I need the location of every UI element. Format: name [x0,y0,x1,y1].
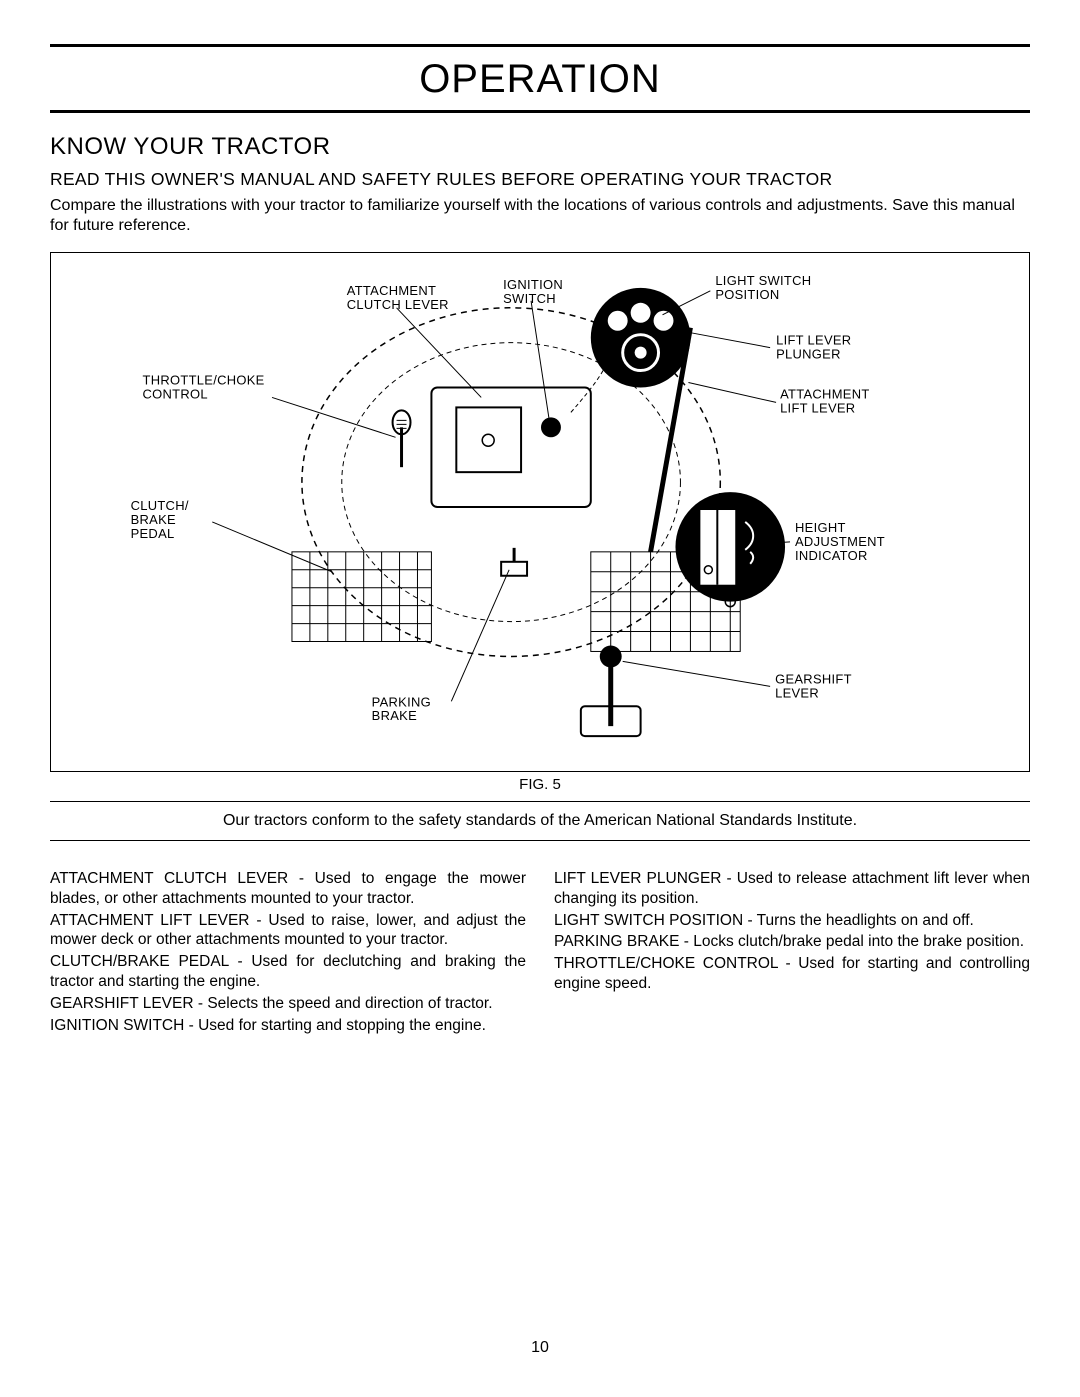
page-title: OPERATION [50,51,1030,106]
lbl-height-3: INDICATOR [795,548,868,563]
svg-text:ATTACHMENTLIFT LEVER: ATTACHMENTLIFT LEVER [780,386,869,415]
def-lift-plunger: LIFT LEVER PLUNGER - Used to release att… [554,869,1030,909]
svg-text:LIFT LEVERPLUNGER: LIFT LEVERPLUNGER [776,333,851,362]
tractor-diagram: ATTACHMENTCLUTCH LEVER IGNITIONSWITCH LI… [51,253,1029,771]
svg-text:LIGHT SWITCHPOSITION: LIGHT SWITCHPOSITION [715,273,811,302]
section-title: KNOW YOUR TRACTOR [50,133,1030,161]
def-clutch-brake: CLUTCH/BRAKE PEDAL - Used for declutchin… [50,952,526,992]
lbl-plunger-2: PLUNGER [776,347,841,362]
lbl-light-1: LIGHT SWITCH [715,273,811,288]
definitions-right: LIFT LEVER PLUNGER - Used to release att… [554,869,1030,1038]
svg-text:THROTTLE/CHOKECONTROL: THROTTLE/CHOKECONTROL [143,372,265,401]
svg-text:IGNITIONSWITCH: IGNITIONSWITCH [503,277,563,306]
definitions-columns: ATTACHMENT CLUTCH LEVER - Used to engage… [50,869,1030,1038]
lbl-liftlever-1: ATTACHMENT [780,386,869,401]
lbl-parking-2: BRAKE [372,708,417,723]
lbl-ignition-1: IGNITION [503,277,563,292]
definitions-left: ATTACHMENT CLUTCH LEVER - Used to engage… [50,869,526,1038]
lbl-clutch-1: CLUTCH/ [131,498,189,513]
def-gearshift: GEARSHIFT LEVER - Selects the speed and … [50,994,526,1014]
def-attachment-clutch: ATTACHMENT CLUTCH LEVER - Used to engage… [50,869,526,909]
lbl-attachment-clutch-2: CLUTCH LEVER [347,297,449,312]
lbl-clutch-3: PEDAL [131,526,175,541]
lbl-plunger-1: LIFT LEVER [776,333,851,348]
lbl-parking-1: PARKING [372,694,431,709]
intro-paragraph: Compare the illustrations with your trac… [50,196,1030,236]
lbl-throttle-1: THROTTLE/CHOKE [143,372,265,387]
def-light-switch: LIGHT SWITCH POSITION - Turns the headli… [554,911,1030,931]
lbl-light-2: POSITION [715,287,779,302]
lbl-height-1: HEIGHT [795,520,846,535]
svg-text:ATTACHMENTCLUTCH LEVER: ATTACHMENTCLUTCH LEVER [347,283,449,312]
svg-text:CLUTCH/BRAKEPEDAL: CLUTCH/BRAKEPEDAL [131,498,189,541]
lbl-gear-2: LEVER [775,685,819,700]
def-ignition: IGNITION SWITCH - Used for starting and … [50,1016,526,1036]
svg-text:HEIGHTADJUSTMENTINDICATOR: HEIGHTADJUSTMENTINDICATOR [795,520,885,563]
subhead: READ THIS OWNER'S MANUAL AND SAFETY RULE… [50,169,1030,190]
figure-frame: ATTACHMENTCLUTCH LEVER IGNITIONSWITCH LI… [50,252,1030,772]
lbl-attachment-clutch-1: ATTACHMENT [347,283,436,298]
svg-text:GEARSHIFTLEVER: GEARSHIFTLEVER [775,671,852,700]
def-throttle: THROTTLE/CHOKE CONTROL - Used for starti… [554,954,1030,994]
title-underline [50,110,1030,113]
def-parking-brake: PARKING BRAKE - Locks clutch/brake pedal… [554,932,1030,952]
lbl-ignition-2: SWITCH [503,291,556,306]
lbl-throttle-2: CONTROL [143,386,208,401]
lbl-height-2: ADJUSTMENT [795,534,885,549]
lbl-clutch-2: BRAKE [131,512,176,527]
top-rule [50,44,1030,47]
def-attachment-lift: ATTACHMENT LIFT LEVER - Used to raise, l… [50,911,526,951]
svg-text:PARKINGBRAKE: PARKINGBRAKE [372,694,431,723]
lbl-gear-1: GEARSHIFT [775,671,852,686]
page-number: 10 [0,1339,1080,1357]
standards-note: Our tractors conform to the safety stand… [50,801,1030,841]
figure-caption: FIG. 5 [50,776,1030,793]
lbl-liftlever-2: LIFT LEVER [780,400,855,415]
